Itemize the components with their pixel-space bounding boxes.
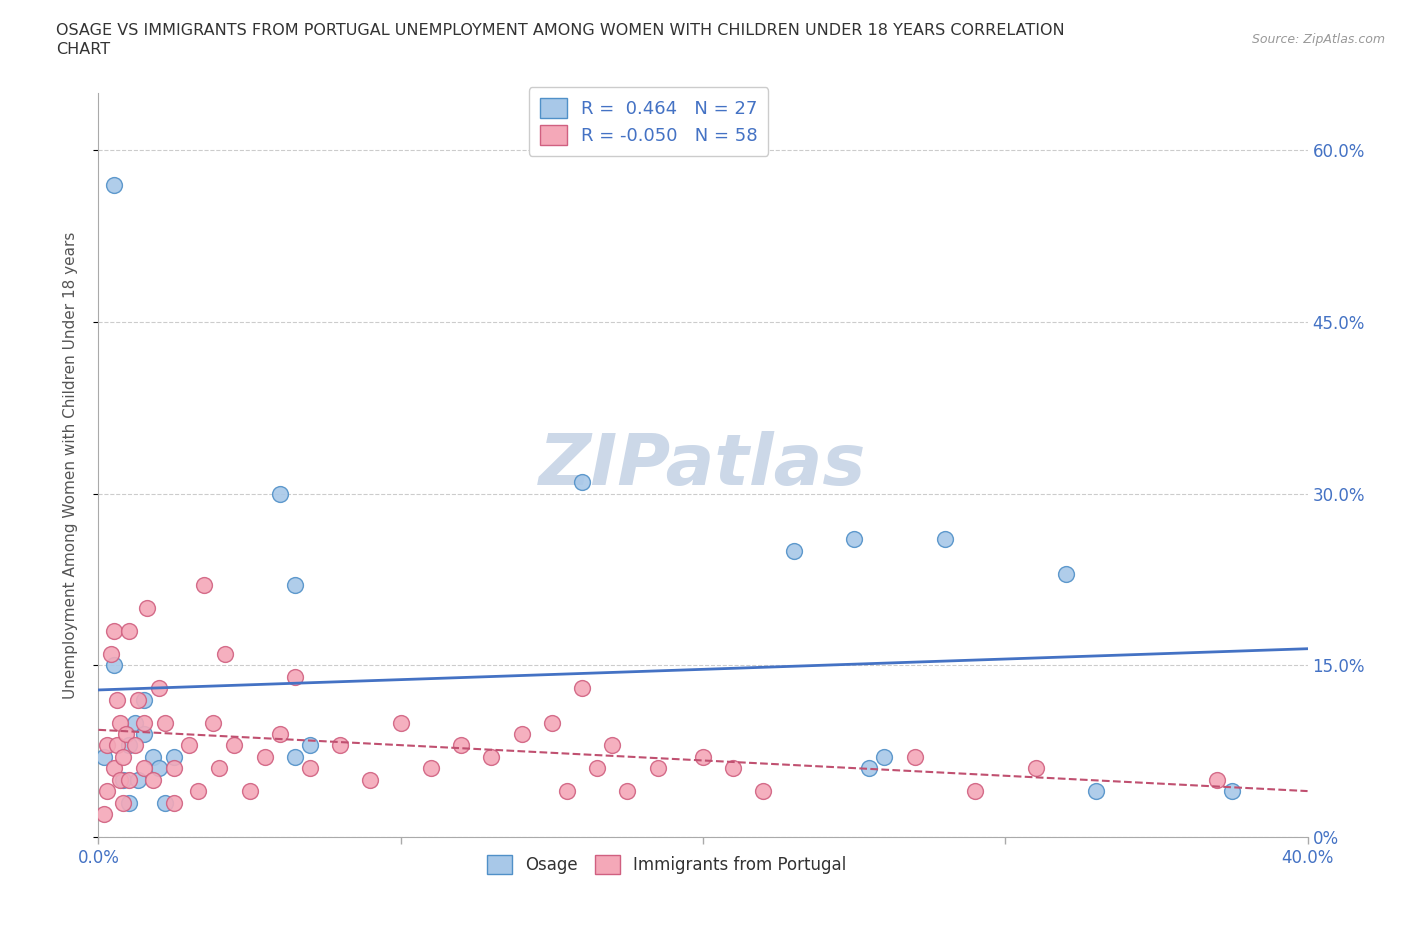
Point [420,761,443,776]
Point [904,750,927,764]
Point [163,761,186,776]
Point [96,738,118,753]
Point [934,532,956,547]
Point [723,761,745,776]
Point [360,772,382,787]
Point [100,646,122,661]
Point [111,795,134,810]
Point [187,784,209,799]
Point [284,578,307,592]
Point [224,738,246,753]
Point [1024,761,1046,776]
Point [858,761,880,776]
Point [153,795,176,810]
Point [540,715,562,730]
Point [135,601,157,616]
Point [555,784,578,799]
Point [284,750,307,764]
Point [118,795,141,810]
Point [118,772,141,787]
Point [844,532,866,547]
Point [253,750,276,764]
Point [124,738,146,753]
Point [284,670,307,684]
Point [124,715,146,730]
Point [103,761,125,776]
Point [202,715,225,730]
Point [142,772,165,787]
Point [269,726,291,741]
Point [96,784,118,799]
Legend: Osage, Immigrants from Portugal: Osage, Immigrants from Portugal [481,849,853,881]
Point [132,692,155,707]
Text: OSAGE VS IMMIGRANTS FROM PORTUGAL UNEMPLOYMENT AMONG WOMEN WITH CHILDREN UNDER 1: OSAGE VS IMMIGRANTS FROM PORTUGAL UNEMPL… [56,23,1064,38]
Point [114,726,136,741]
Point [692,750,714,764]
Point [179,738,201,753]
Point [132,726,155,741]
Point [153,715,176,730]
Point [93,806,115,821]
Point [132,715,155,730]
Point [1220,784,1243,799]
Text: Source: ZipAtlas.com: Source: ZipAtlas.com [1251,33,1385,46]
Point [299,738,322,753]
Point [1085,784,1108,799]
Point [127,692,149,707]
Point [214,646,236,661]
Point [108,772,131,787]
Point [602,738,624,753]
Point [329,738,352,753]
Point [132,761,155,776]
Point [103,658,125,672]
Point [1206,772,1229,787]
Point [389,715,412,730]
Text: CHART: CHART [56,42,110,57]
Point [118,623,141,638]
Point [148,761,170,776]
Point [163,795,186,810]
Point [108,715,131,730]
Point [571,681,593,696]
Point [127,772,149,787]
Y-axis label: Unemployment Among Women with Children Under 18 years: Unemployment Among Women with Children U… [63,232,77,698]
Point [873,750,896,764]
Point [965,784,987,799]
Point [142,750,165,764]
Point [1054,566,1077,581]
Point [105,738,128,753]
Point [103,177,125,192]
Point [163,750,186,764]
Point [93,750,115,764]
Point [783,543,806,558]
Point [105,692,128,707]
Point [111,750,134,764]
Point [299,761,322,776]
Point [450,738,472,753]
Point [616,784,638,799]
Point [269,486,291,501]
Point [193,578,215,592]
Point [118,738,141,753]
Point [571,474,593,489]
Point [103,623,125,638]
Point [752,784,775,799]
Point [481,750,503,764]
Point [647,761,669,776]
Text: ZIPatlas: ZIPatlas [540,431,866,499]
Point [586,761,609,776]
Point [148,681,170,696]
Point [111,772,134,787]
Point [208,761,231,776]
Point [510,726,533,741]
Point [239,784,262,799]
